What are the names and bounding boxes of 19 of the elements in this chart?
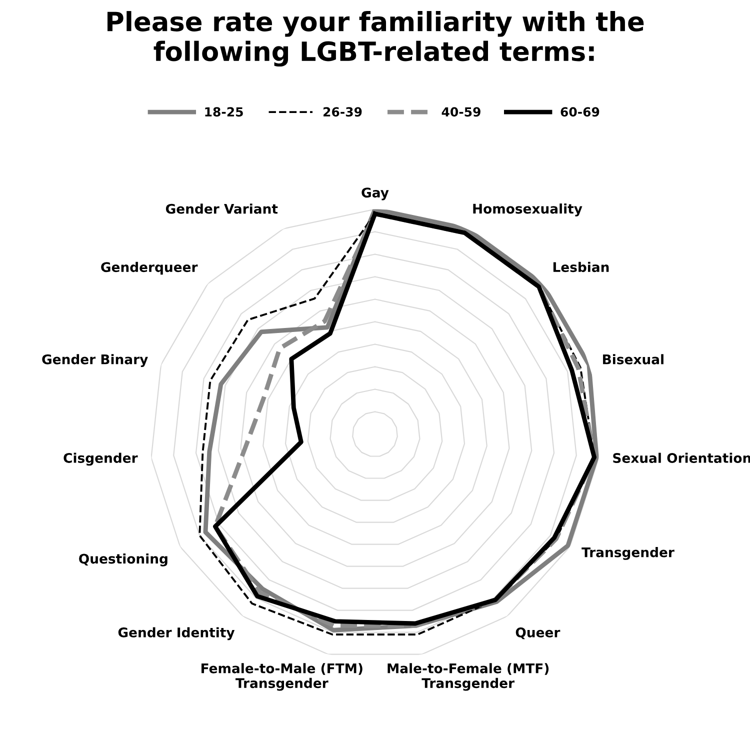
spoke-label: Bisexual [603,354,664,364]
spoke-label: Cisgender [64,452,138,466]
legend-label: 40-59 [442,107,480,117]
spoke-label: Male-to-Female (MTF) Transgender [388,663,549,691]
spoke-label: Gender Identity [118,627,235,640]
legend-label: 60-69 [560,107,600,117]
chart-title: Please rate your familiarity with the following LGBT-related terms: [108,11,644,67]
legend-label: 18-25 [205,107,243,117]
spoke-label: Questioning [79,553,168,566]
spoke-label: Female-to-Male (FTM) Transgender [202,663,362,691]
legend-label: 26-39 [324,107,362,117]
spoke-label: Gender Binary [42,354,148,367]
spoke-label: Lesbian [553,262,609,272]
spoke-label: Gender Variant [166,204,278,214]
spoke-label: Homosexuality [473,203,582,216]
spoke-label: Queer [516,627,560,640]
spoke-label: Genderqueer [101,262,198,275]
spoke-label: Gay [362,188,389,200]
spoke-label: Transgender [582,547,674,560]
